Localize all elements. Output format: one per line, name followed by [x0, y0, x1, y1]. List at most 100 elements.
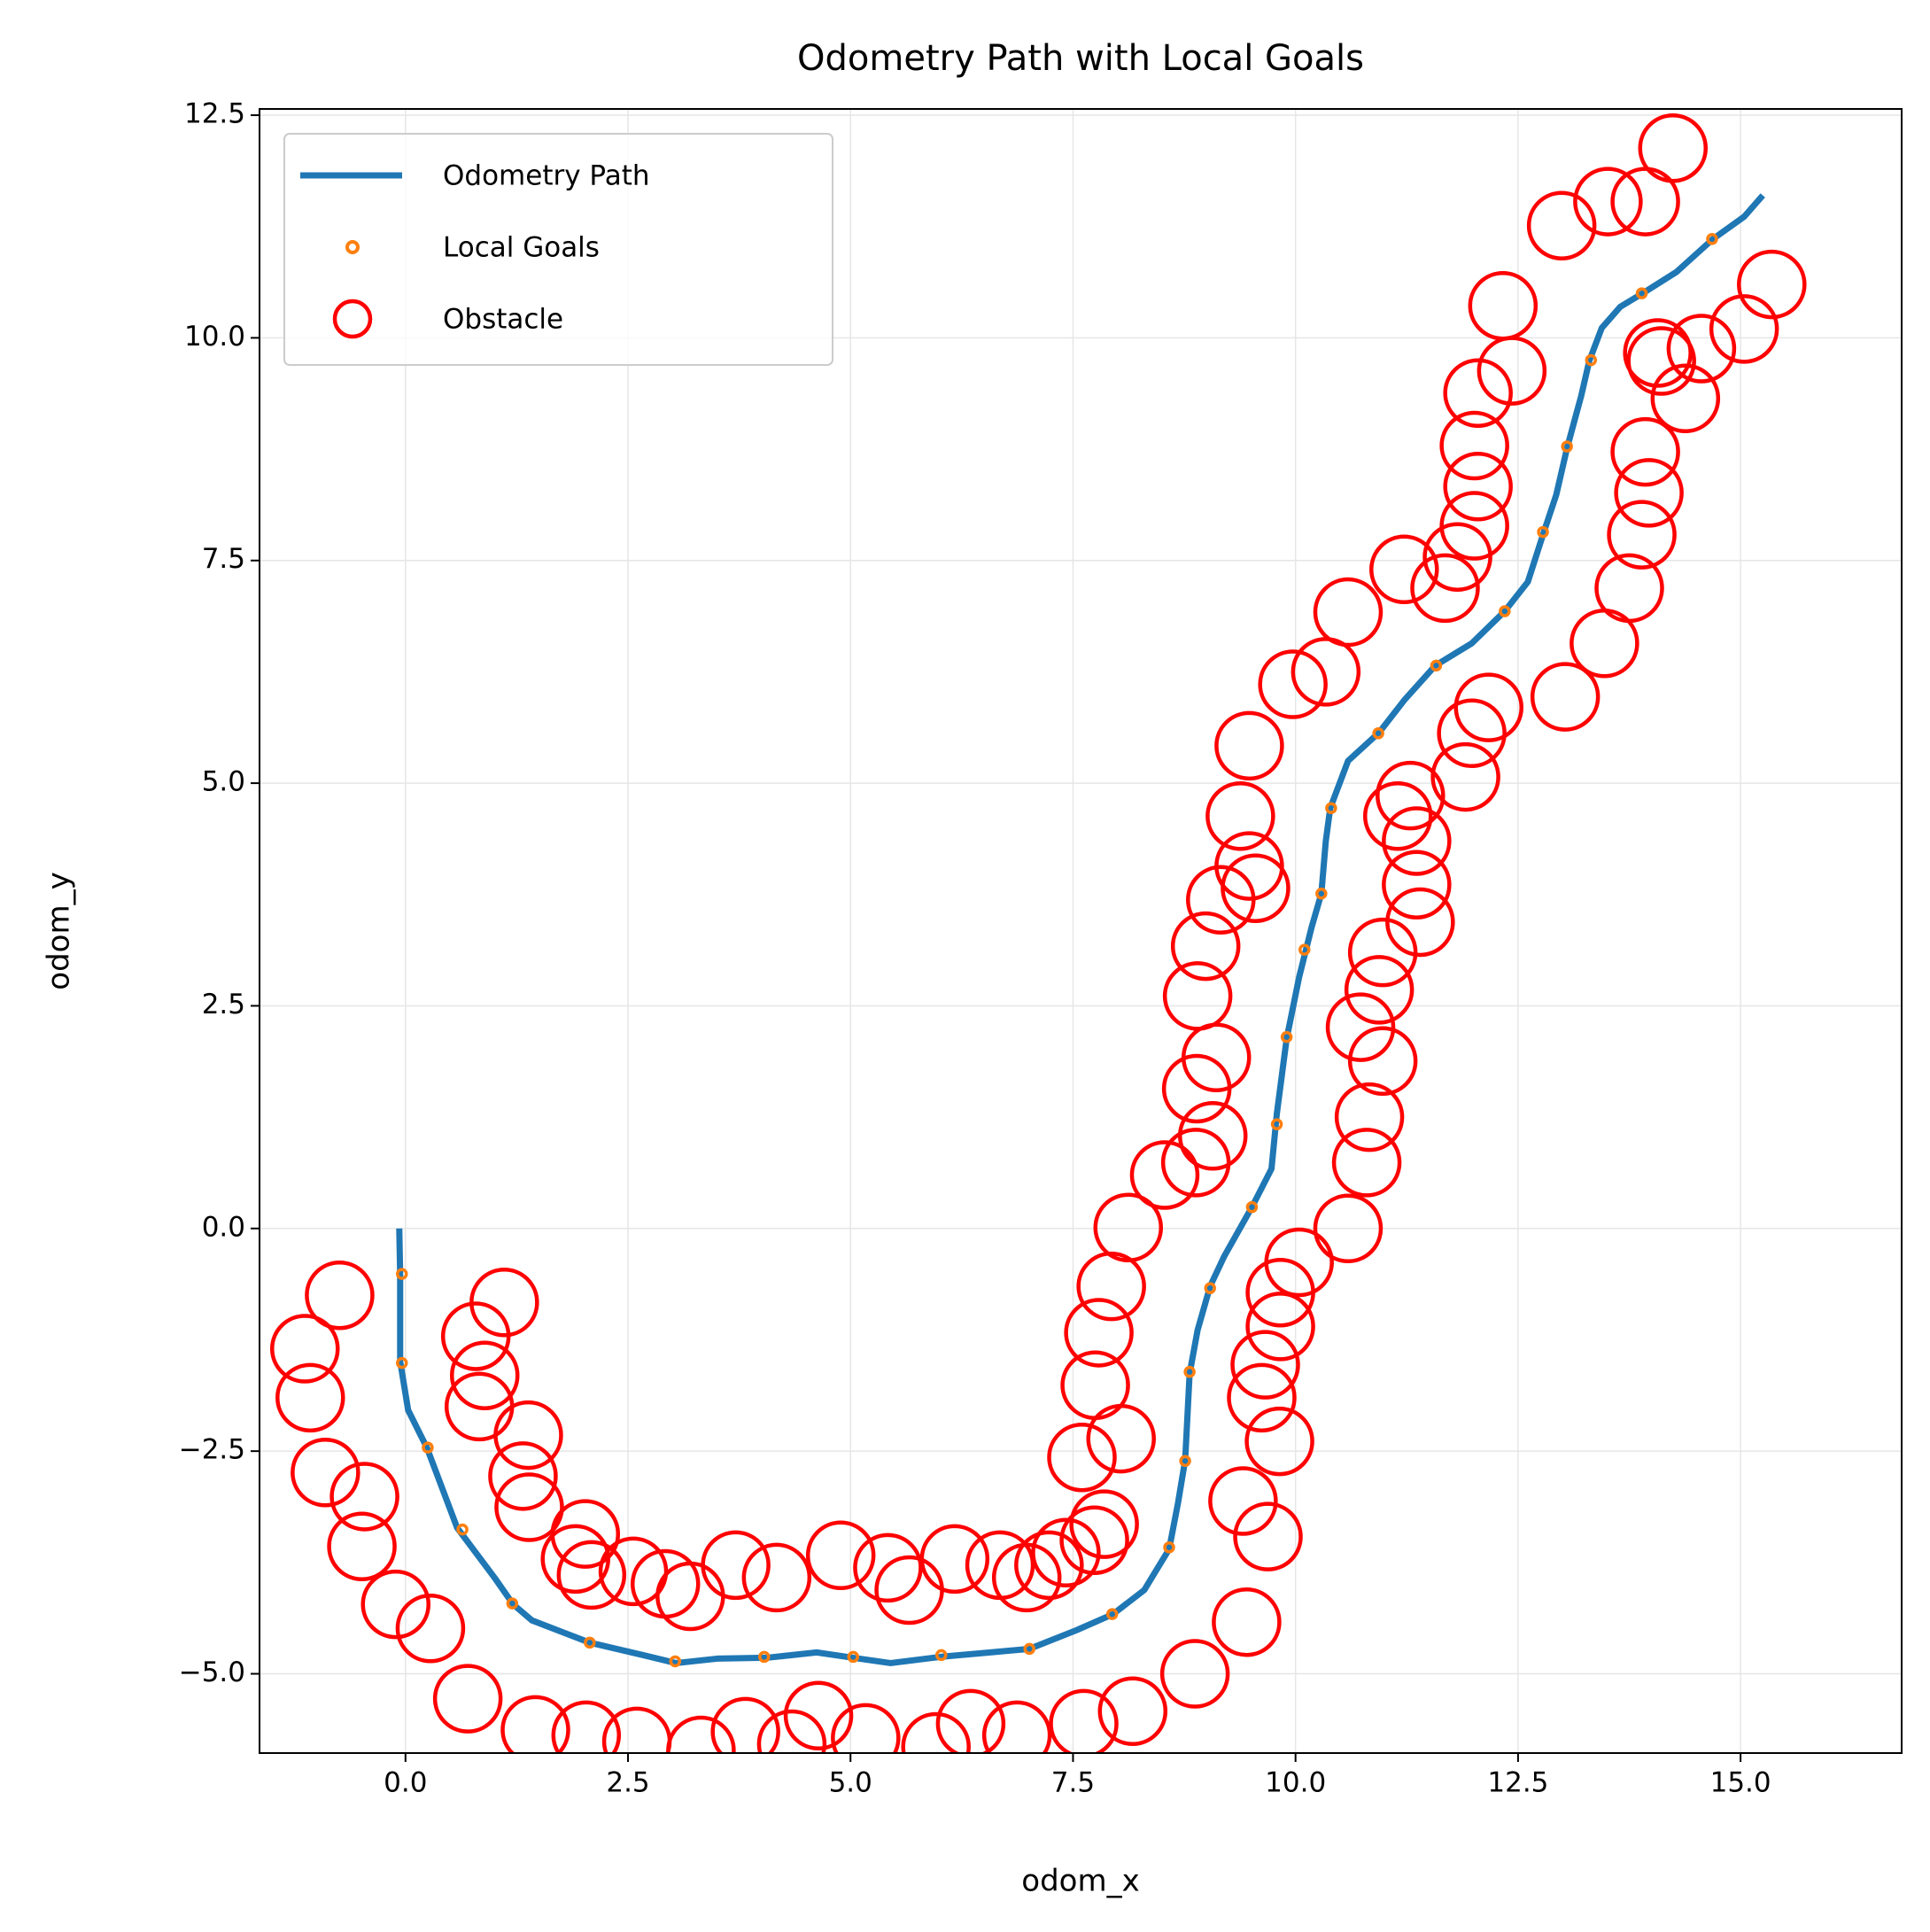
x-tick-label: 10.0 [1265, 1767, 1326, 1799]
y-tick-label: 7.5 [202, 543, 245, 575]
obstacle [1031, 1517, 1101, 1588]
obstacle [275, 1362, 345, 1433]
x-tick-label: 2.5 [606, 1767, 649, 1799]
legend-frame [283, 133, 833, 366]
local-goal [1325, 802, 1337, 815]
local-goal [1245, 1200, 1259, 1214]
obstacle [853, 1532, 923, 1603]
obstacle [1205, 781, 1275, 851]
odometry-path [396, 193, 1765, 1666]
local-goal [1315, 888, 1328, 900]
obstacle [550, 1499, 621, 1569]
obstacle [1334, 1082, 1405, 1152]
local-goal [934, 1649, 948, 1662]
local-goal [1706, 233, 1718, 245]
obstacle [1610, 416, 1680, 487]
obstacle [1047, 1422, 1117, 1493]
legend-swatch [332, 299, 373, 339]
obstacle [981, 1700, 1052, 1753]
local-goal [1163, 1540, 1175, 1554]
obstacle [1422, 522, 1492, 592]
obstacle [1347, 917, 1418, 988]
obstacle [598, 1536, 669, 1607]
obstacle [1453, 672, 1523, 742]
obstacle [1530, 662, 1601, 732]
obstacle [1227, 1362, 1297, 1433]
local-goal [1635, 287, 1648, 299]
local-goal [758, 1650, 771, 1664]
chart-title: Odometry Path with Local Goals [797, 38, 1364, 79]
obstacle [1362, 781, 1433, 851]
obstacle [1650, 363, 1721, 434]
obstacle [1376, 760, 1446, 831]
obstacle [494, 1472, 564, 1542]
local-goal [1298, 943, 1311, 956]
obstacle [1064, 1298, 1134, 1368]
obstacle [449, 1340, 520, 1410]
obstacle [1076, 1251, 1146, 1322]
legend-label: Odometry Path [443, 160, 650, 192]
y-axis-label: odom_y [42, 872, 77, 989]
y-tick-label: 2.5 [202, 989, 245, 1020]
obstacle [1443, 358, 1513, 428]
obstacle [1410, 553, 1480, 624]
obstacle [1385, 887, 1455, 958]
obstacle [783, 1680, 854, 1751]
y-tick-label: −5.0 [179, 1657, 245, 1688]
obstacle [1049, 1688, 1119, 1753]
local-goal [1183, 1365, 1196, 1378]
obstacle [1161, 1053, 1232, 1124]
obstacle [291, 1438, 360, 1508]
obstacle [1245, 1292, 1315, 1362]
obstacle [1526, 190, 1597, 260]
legend-swatch [345, 240, 360, 254]
obstacle [1443, 452, 1513, 522]
y-tick-label: 12.5 [184, 98, 245, 130]
x-axis-label: odom_x [1021, 1864, 1139, 1899]
obstacle [556, 1540, 627, 1610]
obstacle [1439, 491, 1509, 561]
x-tick-label: 0.0 [384, 1767, 427, 1799]
obstacle [666, 1715, 736, 1753]
local-goal [1537, 525, 1549, 539]
obstacle [965, 1530, 1035, 1601]
obstacle [469, 1268, 539, 1338]
obstacle [1610, 167, 1680, 237]
obstacle [1344, 955, 1415, 1025]
local-goal [1105, 1608, 1119, 1620]
obstacle [360, 1569, 430, 1640]
x-tick-label: 5.0 [829, 1767, 872, 1799]
obstacle [1709, 294, 1779, 364]
obstacle [1477, 336, 1547, 406]
ticks: 0.0 2.5 5.0 7.5 10.0 12.5 15.0 −5.0 −2.5 0.0 2.5 5.… [179, 98, 1771, 1799]
obstacle [1313, 1193, 1384, 1264]
legend-label: Obstacle [443, 304, 563, 336]
local-goal [506, 1597, 519, 1610]
legend-label: Local Goals [443, 232, 600, 264]
obstacle [1382, 850, 1452, 919]
obstacle [1737, 249, 1807, 320]
obstacle [1186, 865, 1256, 935]
local-goal [1204, 1282, 1216, 1294]
obstacle [1430, 741, 1500, 812]
obstacle [1594, 553, 1664, 624]
local-goal [1023, 1642, 1035, 1656]
obstacle [831, 1703, 901, 1753]
local-goal [847, 1650, 860, 1664]
obstacle [1212, 1587, 1282, 1657]
obstacle [741, 1542, 812, 1613]
obstacle [1170, 911, 1241, 982]
obstacle [1069, 1489, 1139, 1559]
local-goal [1179, 1455, 1191, 1467]
obstacle [710, 1696, 780, 1753]
obstacle [630, 1548, 701, 1619]
obstacle [1258, 649, 1328, 719]
obstacle [432, 1664, 503, 1734]
obstacle [1159, 1639, 1230, 1709]
local-goal [1561, 440, 1573, 453]
local-goal [1499, 605, 1511, 617]
x-tick-label: 15.0 [1710, 1767, 1771, 1799]
y-tick-label: 10.0 [184, 321, 245, 353]
x-tick-label: 12.5 [1487, 1767, 1548, 1799]
